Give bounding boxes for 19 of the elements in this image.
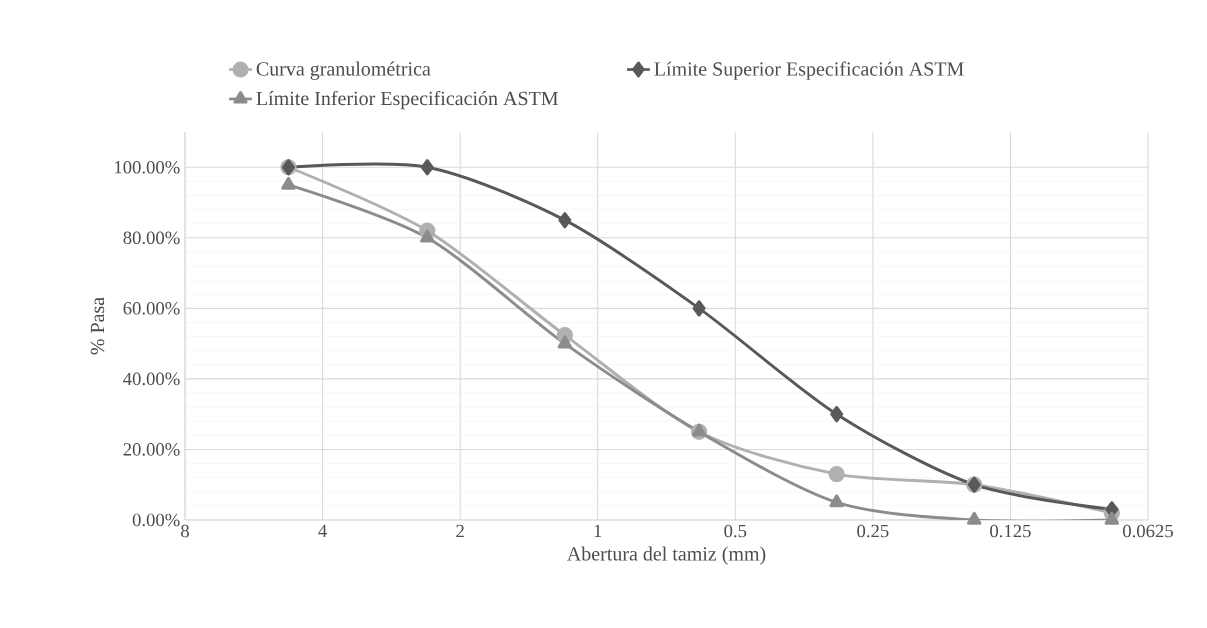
y-axis-title: % Pasa — [90, 297, 105, 355]
x-tick-label: 8 — [181, 524, 189, 538]
x-tick-label: 0.125 — [990, 524, 1031, 538]
y-tick-label: 80.00% — [123, 231, 180, 245]
y-tick-label: 100.00% — [115, 160, 180, 174]
legend-label: Límite Superior Especificación ASTM — [654, 61, 964, 80]
y-tick-label: 20.00% — [123, 443, 180, 456]
x-tick-label: 0.5 — [724, 524, 747, 538]
x-tick-label: 1 — [594, 524, 602, 538]
x-tick-label: 2 — [456, 524, 464, 538]
x-tick-label: 0.0625 — [1123, 524, 1173, 538]
y-tick-label: 0.00% — [132, 513, 180, 527]
x-tick-label: 4 — [318, 524, 327, 537]
y-tick-label: 40.00% — [123, 372, 180, 386]
y-tick-label: 60.00% — [123, 302, 180, 315]
x-tick-label: 0.25 — [857, 524, 889, 538]
legend-label: Límite Inferior Especificación ASTM — [256, 90, 558, 110]
legend-label: Curva granulométrica — [256, 61, 431, 80]
x-axis-title: Abertura del tamiz (mm) — [567, 546, 766, 565]
